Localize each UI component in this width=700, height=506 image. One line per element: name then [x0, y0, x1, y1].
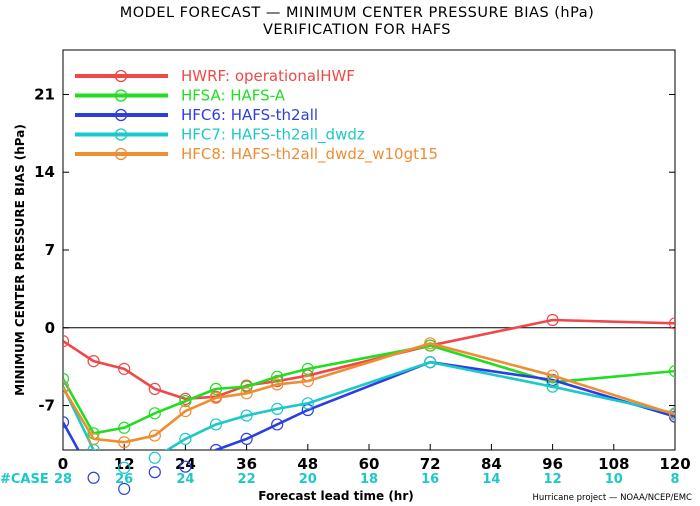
legend-entry: HWRF: operationalHWF [181, 67, 355, 85]
y-tick-label: 21 [34, 85, 55, 103]
y-tick-label: 14 [34, 163, 55, 181]
data-point [301, 362, 314, 375]
x-tick-label: 120 [659, 455, 690, 473]
data-point [271, 418, 284, 431]
x-tick-label: 12 [114, 455, 135, 473]
legend-marker [114, 147, 128, 161]
data-point [118, 436, 131, 449]
credit-text: Hurricane project — NOAA/NCEP/EMC [532, 493, 692, 503]
data-point [63, 381, 70, 394]
data-point [179, 405, 192, 418]
legend-marker [114, 89, 128, 102]
x-tick-label: 36 [236, 455, 257, 473]
case-count: 8 [670, 472, 679, 487]
case-count: 10 [605, 472, 623, 487]
y-tick-label: 0 [45, 319, 55, 337]
case-count: 20 [299, 472, 317, 487]
data-point [209, 443, 223, 450]
legend-entry: HFC7: HAFS-th2all_dwdz [181, 126, 365, 145]
data-point [424, 337, 437, 350]
data-point [271, 370, 284, 383]
data-point-below-axis [179, 460, 192, 473]
case-count: 22 [238, 472, 256, 487]
series-line [63, 360, 675, 450]
x-tick-label: 96 [542, 455, 563, 473]
case-label: #CASE [0, 472, 49, 487]
data-point [63, 416, 70, 429]
data-point [87, 432, 100, 445]
data-point-below-axis [118, 461, 131, 474]
data-point [301, 375, 314, 388]
data-point [271, 378, 284, 391]
data-point [209, 382, 223, 395]
case-count: 12 [544, 472, 562, 487]
data-point [668, 365, 675, 378]
data-point [424, 356, 437, 369]
x-tick-label: 72 [420, 455, 441, 473]
data-point [668, 317, 675, 330]
data-point [240, 432, 253, 445]
x-tick-label: 108 [598, 455, 629, 473]
case-count: 28 [54, 472, 72, 487]
data-point [301, 397, 314, 410]
data-point [148, 429, 161, 442]
y-axis-label: MINIMUM CENTER PRESSURE BIAS (hPa) [13, 124, 27, 396]
y-tick-label: -7 [38, 397, 55, 415]
case-count: 26 [115, 472, 133, 487]
data-point [148, 407, 161, 420]
data-point [240, 409, 253, 422]
data-point [179, 432, 192, 445]
data-point [118, 421, 131, 434]
x-tick-label: 84 [481, 455, 502, 473]
data-point [63, 372, 70, 385]
data-point-below-axis [118, 482, 131, 495]
x-tick-label: 60 [359, 455, 380, 473]
legend-entry: HFC6: HAFS-th2all [181, 106, 318, 124]
data-point [87, 355, 100, 368]
data-point [271, 402, 284, 415]
data-point [118, 362, 131, 375]
legend-entry: HFSA: HAFS-A [181, 87, 286, 105]
data-point [209, 418, 223, 431]
data-point-below-axis [148, 451, 161, 464]
data-point [209, 391, 223, 404]
case-count: 14 [482, 472, 500, 487]
chart-subtitle: VERIFICATION FOR HAFS [263, 22, 451, 38]
legend-marker [114, 108, 128, 122]
x-axis-label: Forecast lead time (hr) [258, 489, 414, 503]
data-point-below-axis [148, 466, 161, 479]
legend-marker [114, 69, 128, 83]
data-point [240, 387, 253, 400]
x-tick-label: 48 [297, 455, 318, 473]
data-point [668, 408, 675, 421]
legend-marker [114, 128, 128, 141]
chart-title: MODEL FORECAST — MINIMUM CENTER PRESSURE… [120, 5, 595, 21]
data-point [546, 369, 559, 382]
data-point [148, 382, 161, 395]
data-point [63, 335, 70, 348]
y-tick-label: 7 [45, 241, 55, 259]
case-count: 18 [360, 472, 378, 487]
case-count: 16 [421, 472, 439, 487]
case-count: 24 [176, 472, 194, 487]
legend-entry: HFC8: HAFS-th2all_dwdz_w10gt15 [181, 145, 438, 164]
data-point [546, 313, 559, 327]
x-tick-label: 24 [175, 455, 196, 473]
data-point [179, 395, 192, 408]
x-tick-label: 0 [58, 455, 68, 473]
data-point-below-axis [87, 471, 100, 484]
